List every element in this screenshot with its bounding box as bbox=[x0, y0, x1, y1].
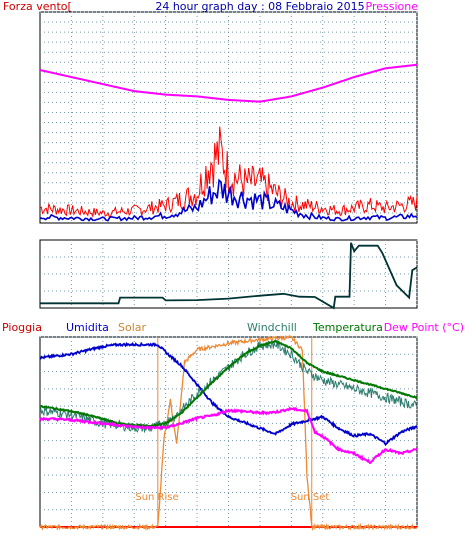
dewpoint-line bbox=[39, 406, 418, 465]
solar-line bbox=[39, 334, 418, 532]
legend-dew-point: Dew Point (°C) bbox=[384, 321, 464, 334]
series-lines bbox=[39, 63, 418, 532]
legend-temperatura: Temperatura bbox=[312, 321, 383, 334]
windchill-line bbox=[39, 339, 418, 433]
legend-solar: Solar bbox=[118, 321, 147, 334]
header-right: Pressione bbox=[366, 0, 419, 13]
sunset-label: Sun Set bbox=[291, 492, 330, 503]
header-title: 24 hour graph day : 08 Febbraio 2015 bbox=[155, 0, 364, 13]
legend-windchill: Windchill bbox=[247, 321, 297, 334]
legend-umidita: Umidita bbox=[66, 321, 109, 334]
temperature-line bbox=[40, 339, 418, 428]
pressure-line bbox=[39, 63, 417, 103]
legend-pioggia: Pioggia bbox=[2, 321, 42, 334]
direction-line bbox=[40, 242, 418, 310]
wind-avg-line bbox=[39, 178, 418, 222]
sunrise-label: Sun Rise bbox=[135, 492, 178, 503]
humidity-line bbox=[39, 341, 418, 446]
header-left: Forza vento[ bbox=[3, 0, 72, 13]
